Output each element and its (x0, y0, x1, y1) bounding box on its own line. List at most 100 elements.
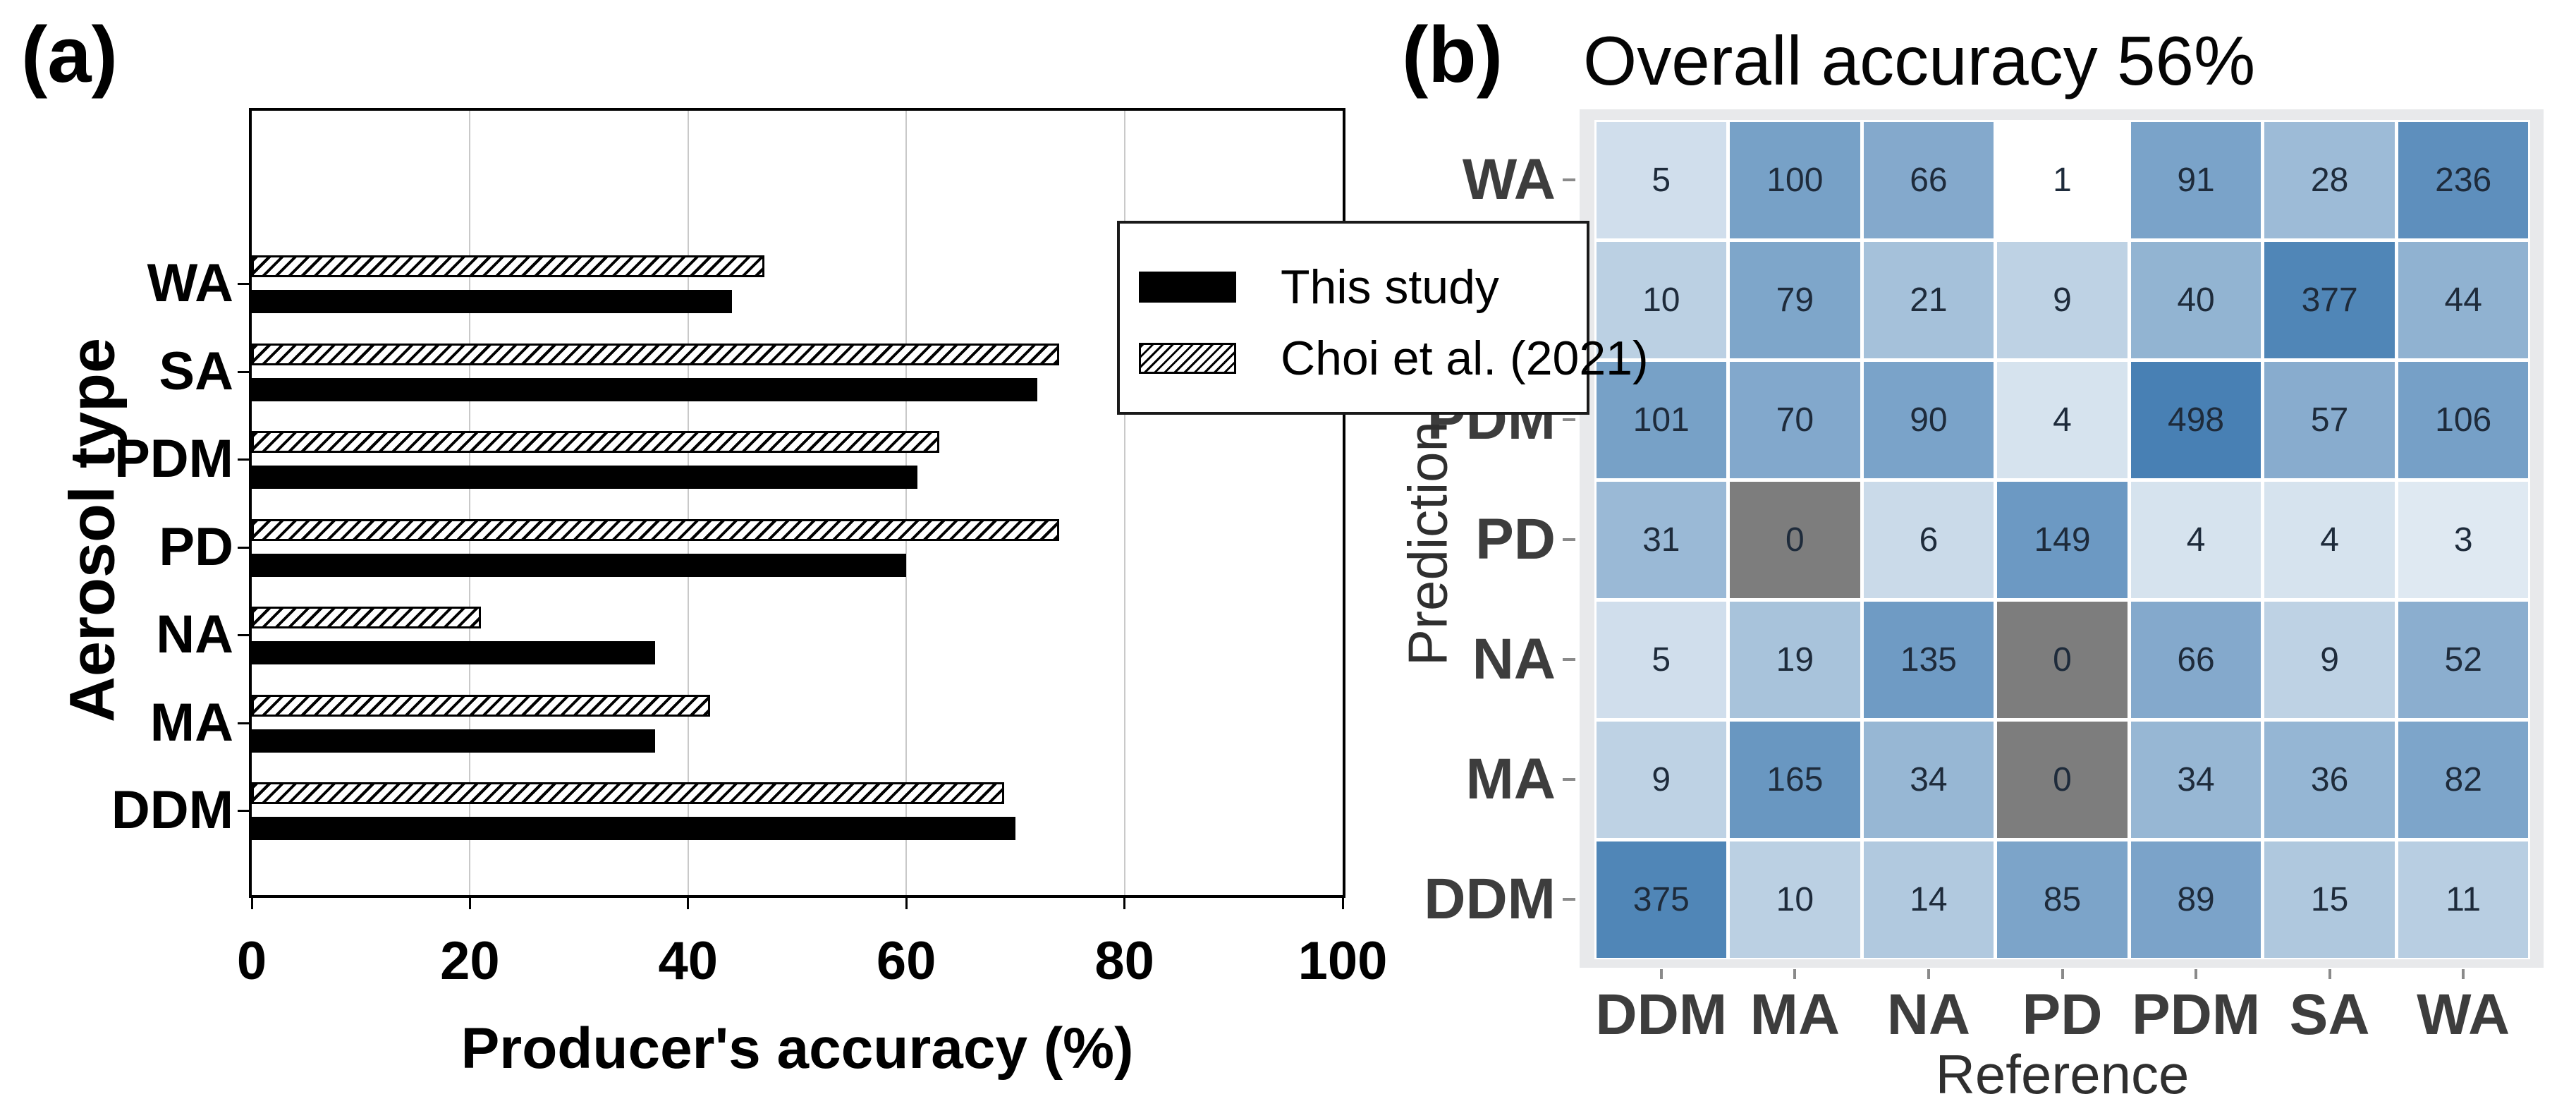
y-tick-PD (238, 546, 249, 549)
x-tick-100 (1341, 898, 1344, 909)
heatmap-cell-DDM-MA: 10 (1730, 841, 1860, 958)
heatmap-cell-DDM-SA: 15 (2264, 841, 2395, 958)
heatmap-cell-PDM-SA: 57 (2264, 361, 2395, 478)
heatmap-row-tick-PDM (1563, 418, 1575, 421)
gridline-60 (905, 111, 908, 895)
bar-this-study-DDM (252, 817, 1015, 840)
heatmap-cell-MA-SA: 36 (2264, 721, 2395, 838)
bar-choi-WA (252, 255, 765, 277)
x-tick-label-60: 60 (876, 931, 936, 991)
bar-this-study-PD (252, 553, 907, 577)
heatmap-cell-SA-DDM: 10 (1596, 241, 1727, 358)
heatmap-cell-PDM-DDM: 101 (1596, 361, 1727, 478)
heatmap-cell-NA-DDM: 5 (1596, 601, 1727, 718)
legend-swatch-this-study (1139, 272, 1236, 303)
category-label-PD: PD (159, 516, 233, 577)
heatmap-cell-MA-PDM: 34 (2130, 721, 2261, 838)
heatmap-cell-NA-WA: 52 (2398, 601, 2529, 718)
heatmap-cell-WA-DDM: 5 (1596, 121, 1727, 238)
y-tick-SA (238, 370, 249, 373)
category-label-MA: MA (149, 692, 233, 753)
y-tick-MA (238, 722, 249, 724)
y-tick-NA (238, 634, 249, 636)
heatmap-cell-WA-SA: 28 (2264, 121, 2395, 238)
heatmap-cell-PD-MA: 0 (1730, 481, 1860, 598)
heatmap-cell-DDM-WA: 11 (2398, 841, 2529, 958)
heatmap-col-label-MA: MA (1750, 983, 1841, 1047)
panel-a-label: (a) (21, 11, 118, 99)
heatmap-cell-PD-NA: 6 (1863, 481, 1994, 598)
heatmap-col-tick-WA (2462, 969, 2465, 979)
legend-label-choi: Choi et al. (2021) (1281, 332, 1649, 385)
heatmap-cell-SA-PDM: 40 (2130, 241, 2261, 358)
bar-this-study-PDM (252, 466, 917, 489)
heatmap-row-label-NA: NA (1472, 627, 1556, 691)
heatmap-row-label-PD: PD (1475, 507, 1556, 571)
bar-chart-x-axis-title: Producer's accuracy (%) (460, 1016, 1134, 1081)
y-tick-PDM (238, 458, 249, 461)
x-tick-label-80: 80 (1094, 931, 1154, 991)
bar-choi-PDM (252, 431, 939, 453)
heatmap-cell-MA-PD: 0 (1997, 721, 2128, 838)
category-label-WA: WA (147, 253, 233, 313)
heatmap-cell-WA-NA: 66 (1863, 121, 1994, 238)
heatmap-cell-SA-MA: 79 (1730, 241, 1860, 358)
category-label-PDM: PDM (114, 429, 233, 489)
category-label-DDM: DDM (111, 780, 233, 840)
heatmap-cell-PD-PDM: 4 (2130, 481, 2261, 598)
heatmap-cell-PD-WA: 3 (2398, 481, 2529, 598)
heatmap-cell-PDM-WA: 106 (2398, 361, 2529, 478)
heatmap-cell-SA-SA: 377 (2264, 241, 2395, 358)
heatmap-cell-NA-SA: 9 (2264, 601, 2395, 718)
heatmap-col-label-PD: PD (2022, 983, 2103, 1047)
heatmap-col-tick-DDM (1659, 969, 1663, 979)
heatmap-col-tick-NA (1927, 969, 1930, 979)
heatmap-cell-PD-DDM: 31 (1596, 481, 1727, 598)
heatmap-row-tick-MA (1563, 778, 1575, 781)
bar-choi-NA (252, 607, 481, 628)
heatmap-cell-WA-WA: 236 (2398, 121, 2529, 238)
heatmap-col-tick-PDM (2195, 969, 2198, 979)
heatmap-cell-WA-PD: 1 (1997, 121, 2128, 238)
heatmap-col-label-NA: NA (1886, 983, 1971, 1047)
bar-this-study-NA (252, 641, 656, 664)
heatmap-col-label-WA: WA (2417, 983, 2510, 1047)
heatmap-row-tick-WA (1563, 178, 1575, 181)
heatmap-row-label-WA: WA (1462, 147, 1556, 212)
heatmap-cell-DDM-DDM: 375 (1596, 841, 1727, 958)
x-tick-40 (687, 898, 690, 909)
heatmap-cell-PD-PD: 149 (1997, 481, 2128, 598)
x-tick-60 (905, 898, 908, 909)
heatmap-row-label-MA: MA (1465, 747, 1556, 811)
heatmap-col-tick-SA (2328, 969, 2331, 979)
heatmap-cell-PDM-MA: 70 (1730, 361, 1860, 478)
heatmap-col-label-SA: SA (2289, 983, 2370, 1047)
bar-this-study-MA (252, 729, 656, 753)
gridline-20 (469, 111, 471, 895)
x-tick-80 (1123, 898, 1126, 909)
heatmap-cell-PD-SA: 4 (2264, 481, 2395, 598)
bar-choi-MA (252, 694, 710, 717)
bar-chart-plot-area: This study Choi et al. (2021) (249, 108, 1649, 898)
heatmap-cell-SA-WA: 44 (2398, 241, 2529, 358)
x-tick-label-0: 0 (236, 931, 267, 991)
heatmap-cell-SA-NA: 21 (1863, 241, 1994, 358)
legend-swatch-choi (1139, 343, 1236, 374)
bar-this-study-WA (252, 290, 732, 313)
panel-b-label: (b) (1402, 11, 1503, 99)
heatmap-cell-WA-MA: 100 (1730, 121, 1860, 238)
heatmap-cell-NA-PD: 0 (1997, 601, 2128, 718)
y-tick-DDM (238, 810, 249, 812)
heatmap-cell-NA-PDM: 66 (2130, 601, 2261, 718)
heatmap-cell-MA-MA: 165 (1730, 721, 1860, 838)
heatmap-title: Overall accuracy 56% (1583, 22, 2256, 99)
heatmap-col-tick-MA (1793, 969, 1797, 979)
heatmap-cell-PDM-PDM: 498 (2130, 361, 2261, 478)
heatmap-cell-DDM-PD: 85 (1997, 841, 2128, 958)
heatmap-col-tick-PD (2061, 969, 2064, 979)
heatmap-row-label-DDM: DDM (1424, 867, 1556, 931)
x-tick-label-20: 20 (440, 931, 500, 991)
x-tick-20 (468, 898, 471, 909)
heatmap-cell-PDM-PD: 4 (1997, 361, 2128, 478)
